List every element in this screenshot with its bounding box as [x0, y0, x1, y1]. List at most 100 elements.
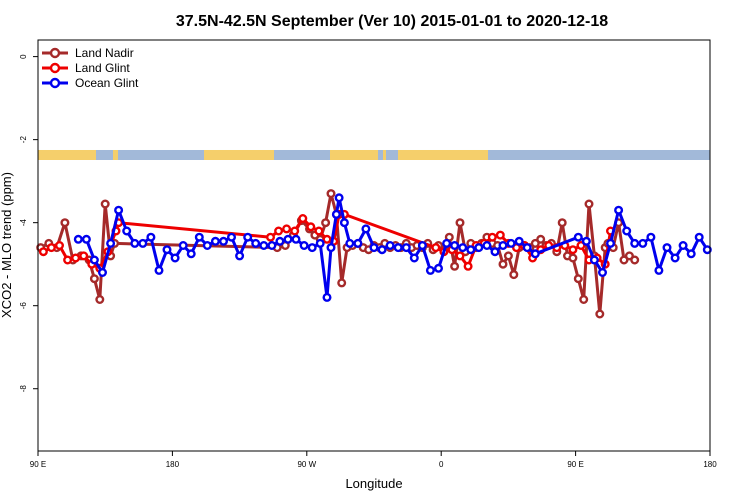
- legend-marker: [49, 62, 61, 74]
- data-point: [522, 243, 532, 253]
- data-point: [331, 209, 341, 219]
- x-tick-label: 90 W: [297, 460, 316, 469]
- data-point: [694, 232, 704, 242]
- data-point: [202, 240, 212, 250]
- data-point: [194, 232, 204, 242]
- data-point: [345, 238, 355, 248]
- data-point: [702, 245, 712, 255]
- data-point: [589, 255, 599, 265]
- y-tick-label: -6: [19, 302, 28, 310]
- data-point: [307, 243, 317, 253]
- data-point: [536, 234, 546, 244]
- data-point: [495, 230, 505, 240]
- data-point: [251, 238, 261, 248]
- data-point: [283, 234, 293, 244]
- legend-marker: [49, 47, 61, 59]
- x-tick-label: 180: [166, 460, 180, 469]
- data-point: [678, 240, 688, 250]
- data-point: [138, 238, 148, 248]
- y-tick-label: -8: [19, 385, 28, 393]
- series-2: [73, 193, 712, 302]
- data-point: [46, 243, 56, 253]
- data-point: [299, 240, 309, 250]
- data-point: [670, 253, 680, 263]
- data-point: [401, 243, 411, 253]
- x-tick-label: 0: [439, 460, 444, 469]
- data-point: [315, 238, 325, 248]
- data-point: [130, 238, 140, 248]
- data-point: [259, 240, 269, 250]
- data-point: [306, 222, 316, 232]
- land-band: [113, 149, 118, 160]
- data-point: [267, 240, 277, 250]
- y-axis: 0 -2 -4 -6 -8: [19, 54, 38, 392]
- data-point: [509, 270, 519, 280]
- data-point: [122, 226, 132, 236]
- y-tick-label: 0: [19, 54, 28, 59]
- x-axis-label: Longitude: [345, 476, 402, 491]
- data-point: [579, 295, 589, 305]
- data-point: [178, 240, 188, 250]
- data-point: [463, 261, 473, 271]
- data-point: [377, 245, 387, 255]
- data-point: [581, 236, 591, 246]
- data-point: [568, 245, 578, 255]
- legend-label: Ocean Glint: [75, 76, 139, 90]
- data-point: [326, 243, 336, 253]
- data-point: [275, 236, 285, 246]
- land-band: [204, 149, 274, 160]
- data-point: [654, 265, 664, 275]
- data-point: [71, 253, 81, 263]
- data-point: [442, 238, 452, 248]
- x-tick-label: 90 E: [30, 460, 46, 469]
- data-point: [646, 232, 656, 242]
- data-point: [409, 253, 419, 263]
- data-point: [186, 249, 196, 259]
- data-point: [568, 253, 578, 263]
- data-point: [89, 274, 99, 284]
- data-point: [622, 226, 632, 236]
- data-point: [79, 251, 89, 261]
- data-point: [498, 240, 508, 250]
- data-point: [63, 255, 73, 265]
- data-point: [369, 243, 379, 253]
- data-point: [291, 234, 301, 244]
- data-point: [506, 238, 516, 248]
- data-point: [458, 243, 468, 253]
- data-point: [498, 259, 508, 269]
- data-point: [584, 199, 594, 209]
- data-point: [154, 265, 164, 275]
- y-tick-label: -4: [19, 219, 28, 227]
- x-tick-label: 90 E: [567, 460, 583, 469]
- data-point: [638, 238, 648, 248]
- data-point: [431, 243, 441, 253]
- data-point: [630, 238, 640, 248]
- data-point: [97, 268, 107, 278]
- land-band: [398, 149, 488, 160]
- legend-item: Land Nadir: [42, 46, 134, 60]
- data-point: [425, 265, 435, 275]
- data-point: [235, 251, 245, 261]
- data-point: [530, 249, 540, 259]
- data-point: [393, 243, 403, 253]
- data-point: [146, 232, 156, 242]
- data-point: [455, 251, 465, 261]
- data-point: [450, 240, 460, 250]
- data-point: [487, 232, 497, 242]
- data-point: [573, 274, 583, 284]
- data-point: [100, 199, 110, 209]
- data-point: [298, 213, 308, 223]
- data-point: [73, 234, 83, 244]
- y-tick-label: -2: [19, 136, 28, 144]
- data-point: [38, 247, 48, 257]
- data-point: [455, 218, 465, 228]
- data-point: [218, 236, 228, 246]
- data-point: [326, 189, 336, 199]
- data-point: [573, 232, 583, 242]
- data-point: [321, 218, 331, 228]
- data-point: [81, 234, 91, 244]
- legend-item: Land Glint: [42, 61, 130, 75]
- land-band: [383, 149, 386, 160]
- chart-title: 37.5N-42.5N September (Ver 10) 2015-01-0…: [176, 13, 608, 30]
